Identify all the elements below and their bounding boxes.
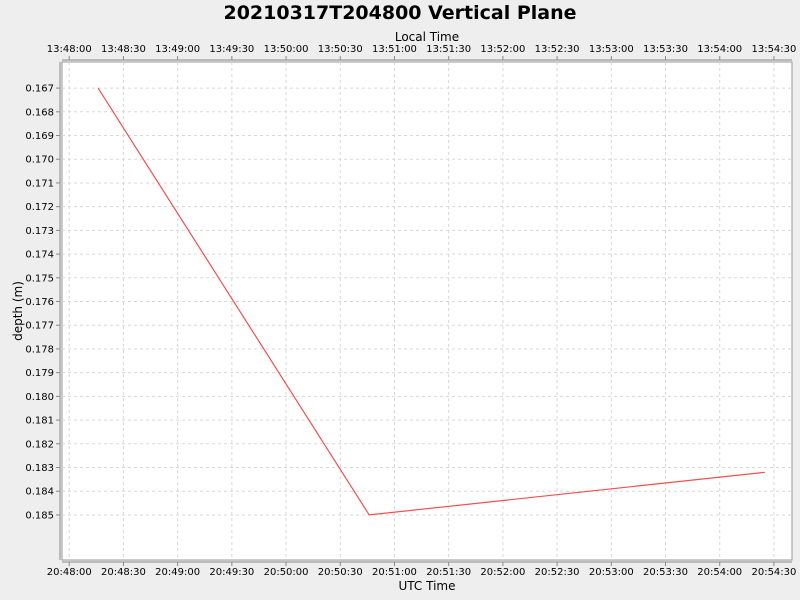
x2-tick-label: 13:54:30 <box>751 44 796 55</box>
y-tick-label: 0.178 <box>25 344 54 355</box>
x2-tick-label: 13:51:00 <box>372 44 417 55</box>
x2-tick-label: 13:52:30 <box>535 44 580 55</box>
y-tick-label: 0.170 <box>25 155 54 166</box>
depth-series-line <box>97 87 765 516</box>
local-time-axis-label: Local Time <box>395 30 459 44</box>
y-tick-label: 0.167 <box>25 84 54 95</box>
x2-tick-label: 13:50:30 <box>318 44 363 55</box>
y-tick-label: 0.174 <box>25 250 54 261</box>
y-tick-label: 0.180 <box>25 392 54 403</box>
y-tick-label: 0.171 <box>25 178 54 189</box>
y-tick-label: 0.182 <box>25 439 54 450</box>
x-tick-label: 20:50:00 <box>264 567 309 578</box>
x2-tick-label: 13:50:00 <box>264 44 309 55</box>
y-tick-label: 0.175 <box>25 273 54 284</box>
series-layer <box>97 87 765 516</box>
x2-tick-label: 13:48:30 <box>101 44 146 55</box>
x2-tick-label: 13:52:00 <box>480 44 525 55</box>
x-tick-label: 20:50:30 <box>318 567 363 578</box>
x2-tick-label: 13:49:30 <box>209 44 254 55</box>
x2-tick-label: 13:51:30 <box>426 44 471 55</box>
x-tick-label: 20:53:00 <box>589 567 634 578</box>
depth-axis-label: depth (m) <box>11 281 25 341</box>
x-tick-label: 20:48:30 <box>101 567 146 578</box>
y-tick-label: 0.181 <box>25 416 54 427</box>
y-tick-label: 0.176 <box>25 297 54 308</box>
chart-title: 20210317T204800 Vertical Plane <box>223 2 576 24</box>
utc-time-axis-label: UTC Time <box>399 579 456 593</box>
x-tick-label: 20:51:30 <box>426 567 471 578</box>
y-tick-label: 0.185 <box>25 510 54 521</box>
x2-tick-label: 13:48:00 <box>47 44 92 55</box>
y-tick-label: 0.184 <box>25 487 54 498</box>
plot-area <box>61 61 793 561</box>
y-tick-label: 0.172 <box>25 202 54 213</box>
grid-lines <box>62 62 792 560</box>
x-tick-label: 20:48:00 <box>47 567 92 578</box>
y-tick-label: 0.173 <box>25 226 54 237</box>
utc-time-axis: 20:48:00 20:48:30 20:49:00 20:49:30 20:50:00… <box>47 561 796 578</box>
y-tick-label: 0.177 <box>25 321 54 332</box>
depth-axis: 0.167 0.168 0.169 0.170 0.171 0.172 0.173 0.174… <box>25 62 61 560</box>
x-tick-label: 20:49:30 <box>209 567 254 578</box>
x2-tick-label: 13:49:00 <box>155 44 200 55</box>
x-tick-label: 20:49:00 <box>155 567 200 578</box>
y-tick-label: 0.179 <box>25 368 54 379</box>
x-tick-label: 20:51:00 <box>372 567 417 578</box>
y-tick-label: 0.169 <box>25 131 54 142</box>
x-tick-label: 20:52:30 <box>535 567 580 578</box>
x2-tick-label: 13:53:30 <box>643 44 688 55</box>
x-tick-label: 20:52:00 <box>480 567 525 578</box>
local-time-axis: 13:48:00 13:48:30 13:49:00 13:49:30 13:50:00… <box>47 44 796 61</box>
x2-tick-label: 13:53:00 <box>589 44 634 55</box>
x2-tick-label: 13:54:00 <box>697 44 742 55</box>
x-tick-label: 20:54:00 <box>697 567 742 578</box>
y-tick-label: 0.183 <box>25 463 54 474</box>
y-tick-label: 0.168 <box>25 107 54 118</box>
x-tick-label: 20:53:30 <box>643 567 688 578</box>
x-tick-label: 20:54:30 <box>751 567 796 578</box>
